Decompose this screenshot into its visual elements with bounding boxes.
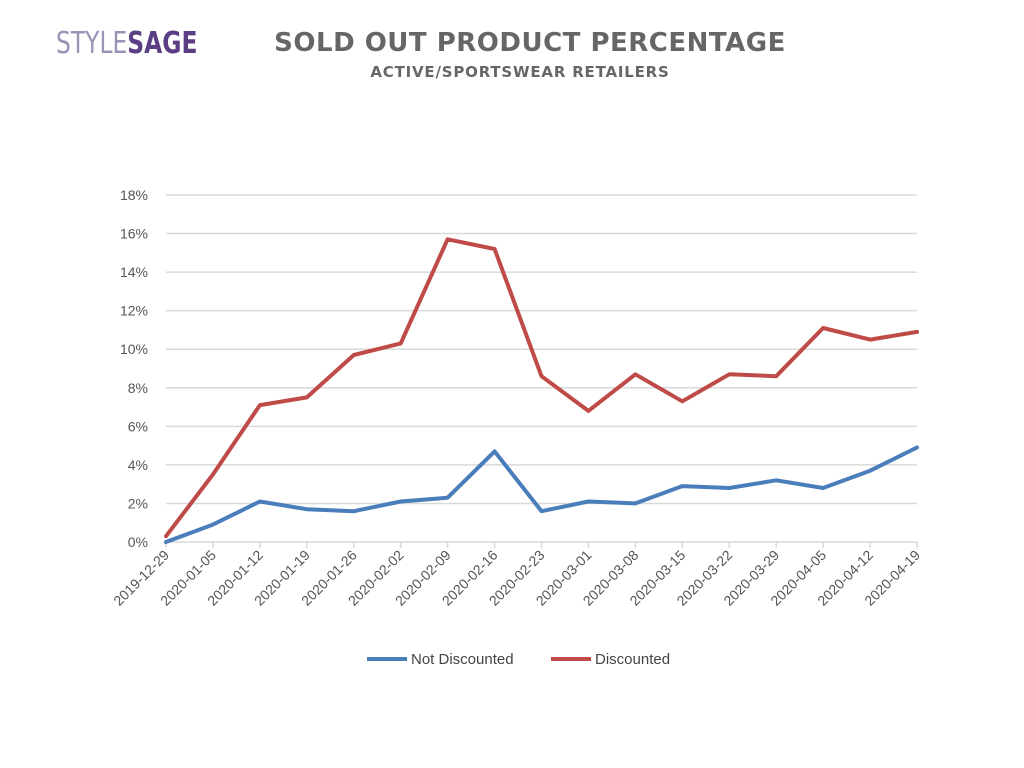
legend-label: Discounted <box>595 651 670 668</box>
chart-title: SOLD OUT PRODUCT PERCENTAGE <box>274 28 786 58</box>
stylesage-logo: STYLESAGE <box>56 26 197 62</box>
y-tick-label: 18% <box>120 187 148 203</box>
series-line-not-discounted <box>164 445 919 544</box>
y-tick-label: 16% <box>120 226 148 242</box>
y-tick-label: 4% <box>128 457 148 473</box>
legend: Not Discounted Discounted <box>367 651 670 668</box>
series-lines <box>164 237 919 544</box>
chart-subtitle: ACTIVE/SPORTSWEAR RETAILERS <box>370 63 670 81</box>
y-tick-label: 12% <box>120 303 148 319</box>
y-axis: 0% 2% 4% 6% 8% 10% 12% 14% 16% 18% <box>120 187 148 550</box>
y-tick-label: 6% <box>128 418 148 434</box>
logo-part-style: STYLE <box>56 26 128 61</box>
legend-label: Not Discounted <box>411 651 514 668</box>
y-tick-label: 8% <box>128 380 148 396</box>
y-tick-label: 14% <box>120 264 148 280</box>
gridlines <box>166 194 917 543</box>
y-tick-label: 2% <box>128 495 148 511</box>
logo-part-sage: SAGE <box>127 26 198 61</box>
y-tick-label: 10% <box>120 341 148 357</box>
y-tick-label: 0% <box>128 534 148 550</box>
legend-item-not-discounted: Not Discounted <box>367 651 514 668</box>
series-line-discounted <box>164 237 919 539</box>
x-axis: 2019-12-292020-01-052020-01-122020-01-19… <box>110 542 923 609</box>
legend-item-discounted: Discounted <box>551 651 670 668</box>
